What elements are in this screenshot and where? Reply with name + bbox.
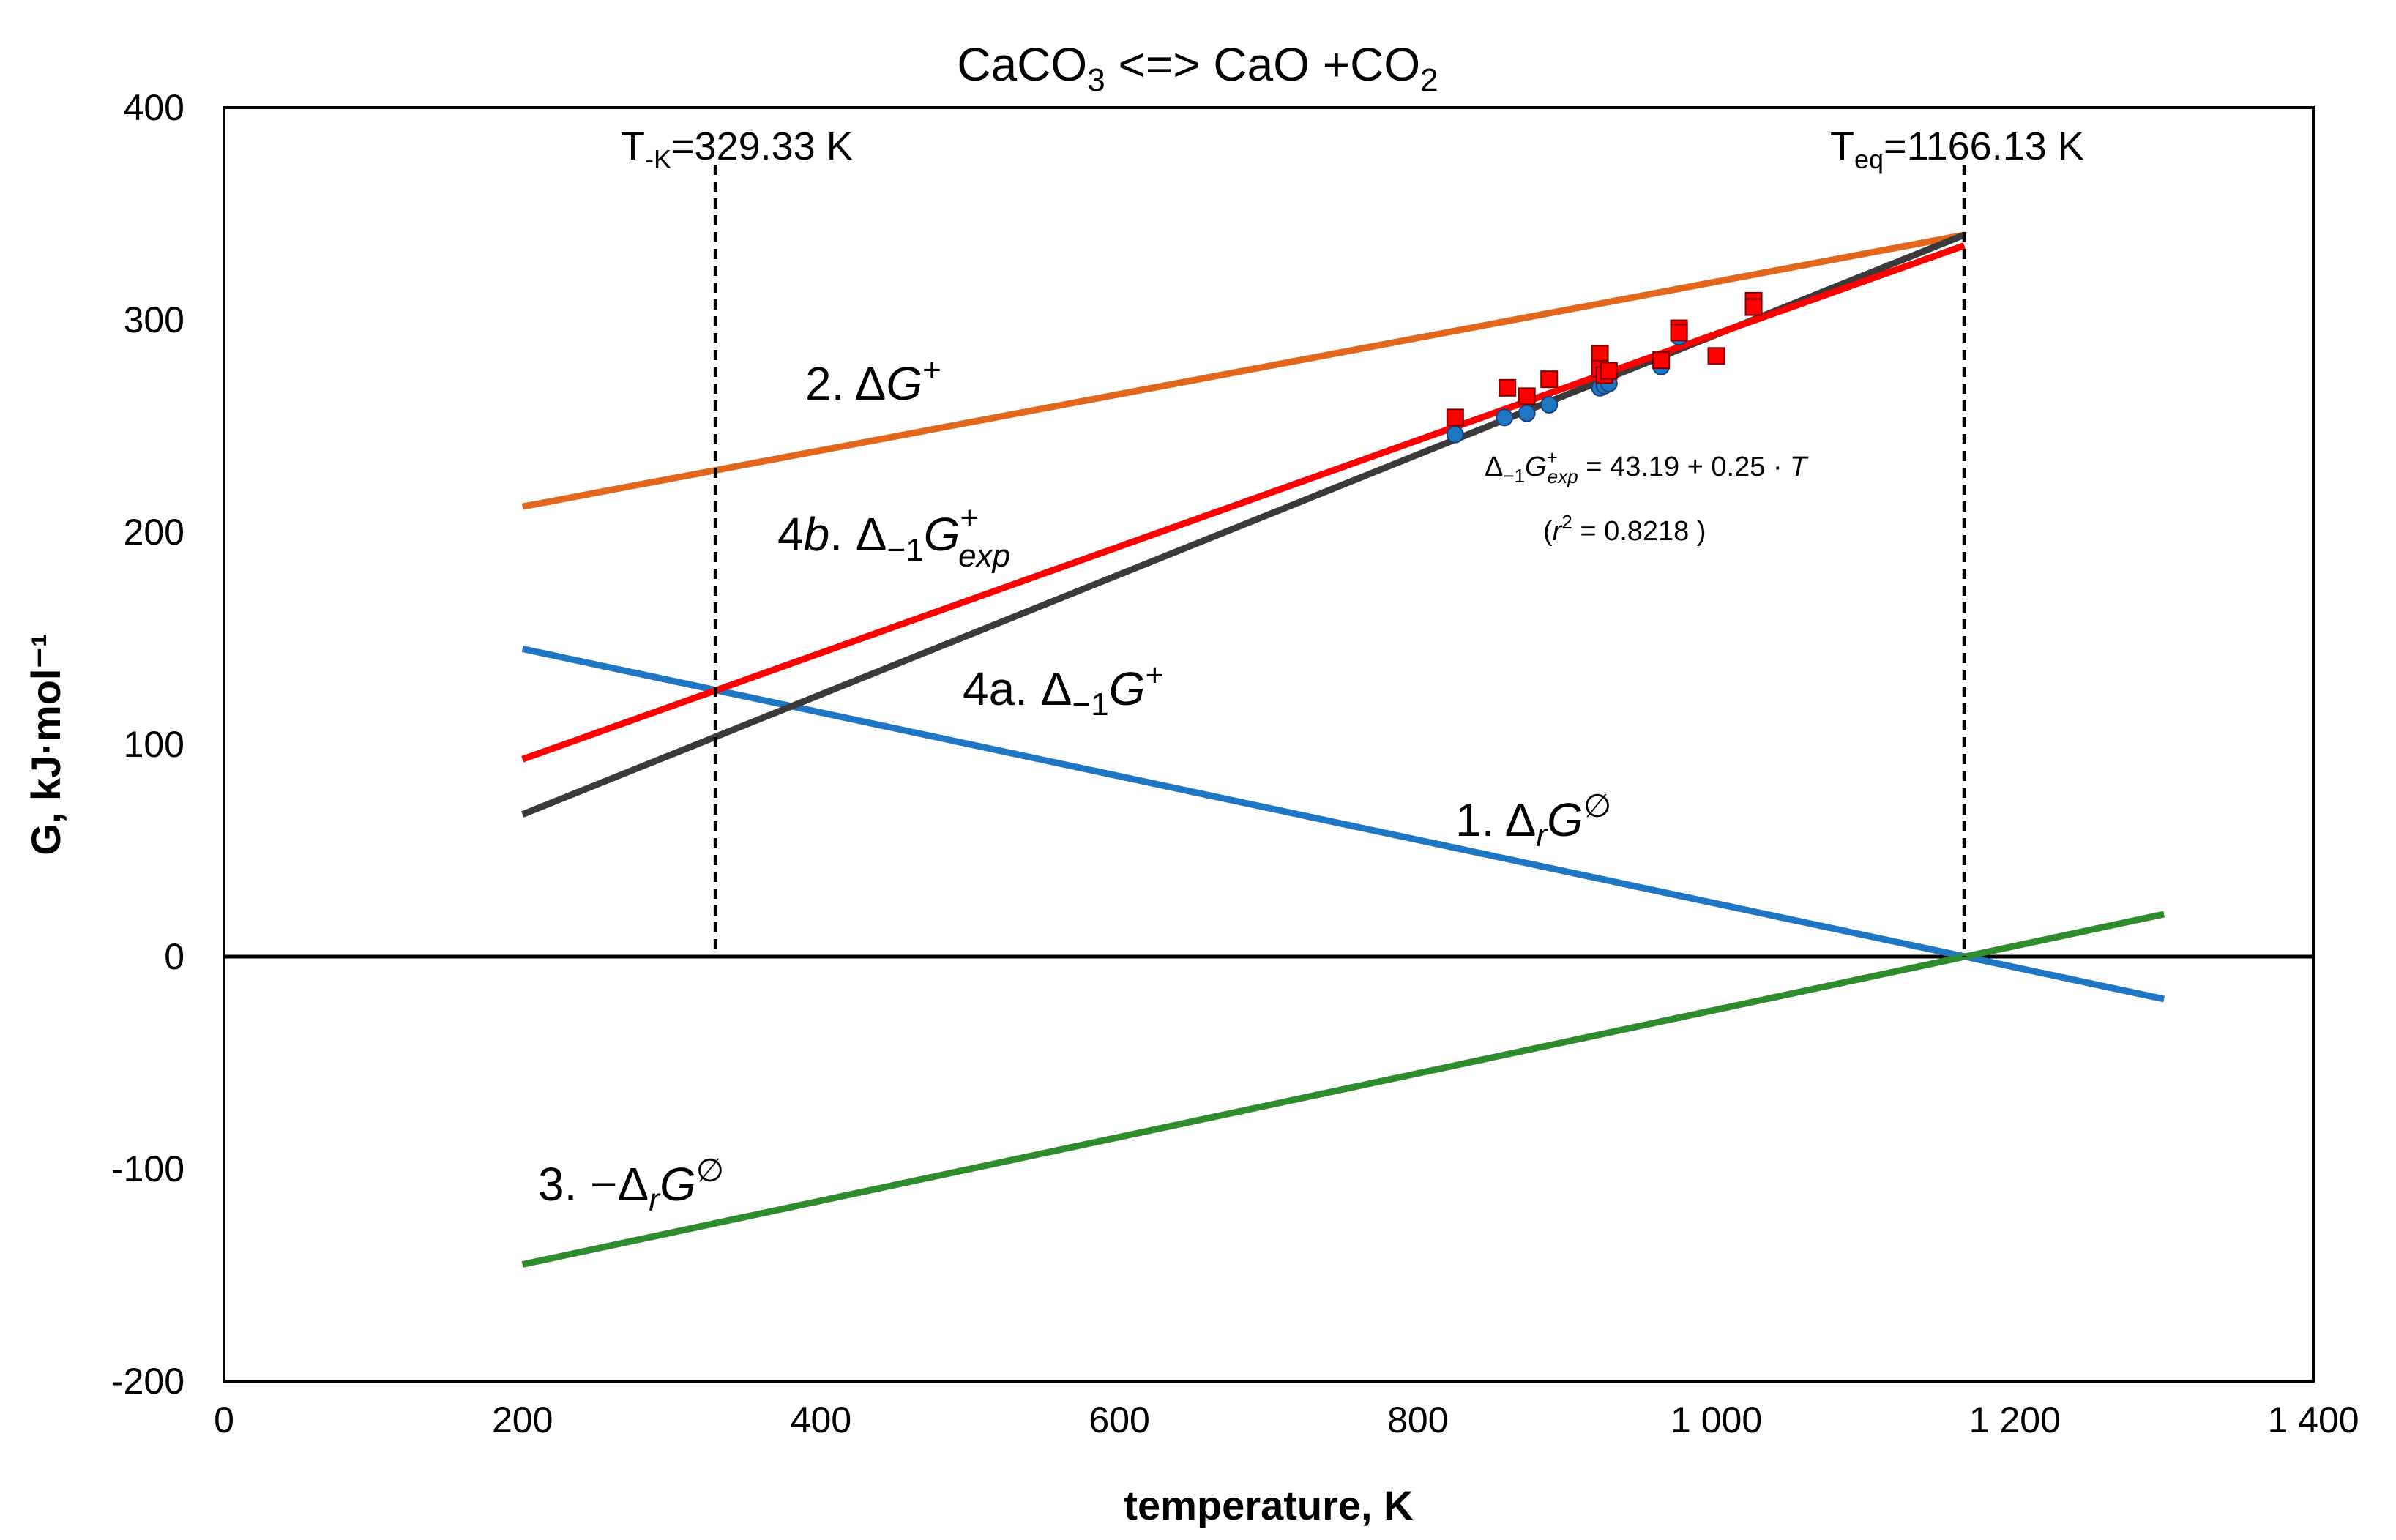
chart-title: CaCO3 <=> CaO +CO2 [957,38,1438,98]
vline-label-t-eq: Teq=1166.13 K [1830,124,2084,174]
scatter-square-point [1652,351,1671,370]
label-curve-3: 3. −ΔrG∅ [538,1153,724,1218]
label-curve-2: 2. ΔG+ [805,352,941,410]
scatter-square-point [1446,408,1464,427]
plot-area [223,106,2315,1383]
y-tick-label: 400 [124,87,184,128]
series-line-dG-plus [521,231,1966,510]
x-tick-label: 1 400 [2267,1399,2359,1440]
scatter-square-point [1540,370,1559,389]
scatter-square-point [1744,298,1763,316]
vline-label-t-minus-k: T-K=329.33 K [621,124,853,174]
x-tick-label: 600 [1089,1399,1149,1440]
scatter-square-point [1707,347,1725,365]
x-axis-ticks: 0 200 400 600 800 1 000 1 200 1 400 [214,1399,2359,1440]
scatter-circle-point [1446,425,1464,444]
x-tick-label: 1 200 [1969,1399,2061,1440]
series-line-minus-drG [521,911,2165,1268]
x-tick-label: 400 [791,1399,851,1440]
y-tick-label: 300 [124,299,184,340]
scatter-circle-point [1540,396,1559,414]
scatter-square-point [1499,378,1517,397]
scatter-square-point [1591,345,1609,363]
y-tick-label: 100 [124,724,184,765]
x-tick-label: 800 [1387,1399,1448,1440]
x-tick-label: 1 000 [1671,1399,1762,1440]
regression-r2: (r2 = 0.8218 ) [1543,511,1706,547]
y-tick-label: -100 [111,1148,184,1189]
x-tick-label: 200 [492,1399,553,1440]
y-tick-label: -200 [111,1361,184,1402]
x-tick-label: 0 [214,1399,234,1440]
label-curve-4b: 4b. Δ−1G+ exp [777,500,1010,574]
y-tick-label: 200 [124,512,184,553]
scatter-circle-point [1518,404,1536,422]
label-curve-4a: 4a. Δ−1G+ [963,657,1164,722]
scatter-circle-point [1496,408,1514,427]
x-axis-title: temperature, K [1124,1482,1413,1528]
scatter-square-point [1600,362,1618,380]
y-tick-label: 0 [164,936,184,977]
label-curve-1: 1. ΔrG∅ [1455,788,1611,853]
series-line-d1G-exp [521,242,1966,763]
scatter-square-point [1670,324,1688,342]
scatter-square-point [1518,387,1536,405]
scatter-points [1446,291,1763,444]
y-axis-title: G, kJ·mol⁻¹ [23,633,69,855]
regression-equation: Δ−1G+ exp = 43.19 + 0.25 · T [1485,446,1809,487]
y-axis-ticks: -200 -100 0 100 200 300 400 [111,87,184,1402]
